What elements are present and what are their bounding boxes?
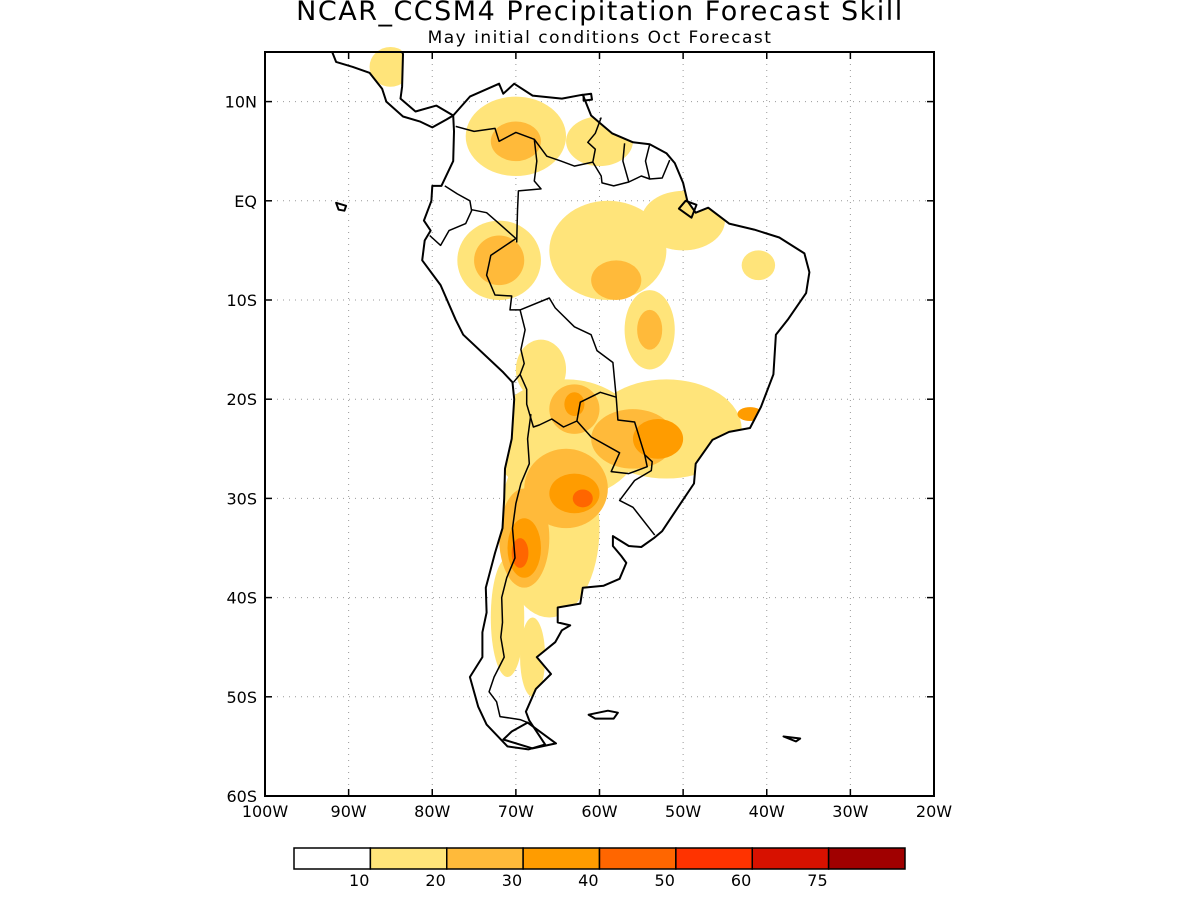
- galapagos-coast: [335, 201, 348, 212]
- lat-tick-label: 20S: [226, 390, 257, 409]
- central-america-coast: [331, 52, 455, 129]
- colorbar-swatch: [827, 847, 906, 870]
- map-title: NCAR_CCSM4 Precipitation Forecast Skill: [296, 0, 904, 27]
- colorbar-label: 40: [578, 871, 598, 890]
- skill-contour-level-2: [490, 121, 541, 162]
- skill-contour-level-3: [564, 392, 585, 417]
- colorbar-swatch: [598, 847, 677, 870]
- colorbar-label: 60: [731, 871, 751, 890]
- skill-contour-level-1: [369, 47, 412, 87]
- skill-contour-level-1: [520, 617, 546, 697]
- lat-tick-label: 60S: [226, 787, 257, 806]
- lat-tick-label: 30S: [226, 489, 257, 508]
- colorbar-swatch: [293, 847, 372, 870]
- skill-contour-level-3: [632, 419, 684, 459]
- country-border: [576, 397, 648, 475]
- falkland-islands-coast: [587, 709, 619, 720]
- lat-tick-label: 50S: [226, 688, 257, 707]
- lon-tick-label: 50W: [665, 802, 701, 821]
- lon-tick-label: 70W: [498, 802, 534, 821]
- lon-tick-label: 60W: [581, 802, 617, 821]
- map-subtitle: May initial conditions Oct Forecast: [427, 28, 773, 48]
- coastlines: [331, 52, 811, 751]
- south-georgia-coast: [782, 735, 802, 743]
- colorbar-label: 10: [349, 871, 369, 890]
- colorbar-label: 20: [425, 871, 445, 890]
- lon-tick-label: 30W: [832, 802, 868, 821]
- skill-contour-level-1: [741, 250, 776, 281]
- lon-tick-label: 80W: [414, 802, 450, 821]
- colorbar-swatch: [675, 847, 753, 870]
- lon-tick-label: 20W: [916, 802, 952, 821]
- skill-contour-level-4: [572, 489, 593, 508]
- country-border: [471, 208, 526, 383]
- lat-tick-label: 10N: [225, 93, 257, 112]
- country-border: [628, 144, 651, 183]
- lon-tick-label: 100W: [242, 802, 289, 821]
- lon-tick-label: 90W: [331, 802, 367, 821]
- colorbar: 10 20 30 40 50 60 75: [293, 847, 906, 890]
- marajo-coast: [677, 199, 698, 219]
- trinidad-coast: [582, 92, 593, 102]
- colorbar-swatch: [369, 847, 448, 870]
- colorbar-label: 50: [655, 871, 675, 890]
- tierra-del-fuego-coast: [502, 721, 557, 750]
- skill-contour-level-2: [637, 309, 663, 350]
- skill-contour-level-4: [511, 538, 529, 568]
- country-border: [488, 414, 532, 724]
- lat-tick-label: 10S: [226, 291, 257, 310]
- south-america-coast: [421, 82, 811, 751]
- country-border: [618, 454, 656, 536]
- colorbar-label: 30: [502, 871, 522, 890]
- country-borders: [429, 117, 671, 724]
- country-border: [519, 297, 617, 428]
- skill-contour-level-2: [474, 235, 525, 286]
- colorbar-swatch: [751, 847, 830, 870]
- colorbar-label: 75: [807, 871, 827, 890]
- colorbar-swatch: [522, 847, 601, 870]
- country-border: [429, 185, 473, 247]
- skill-contour-level-2: [591, 260, 642, 300]
- skill-shading: [369, 47, 776, 697]
- colorbar-swatch: [446, 847, 524, 870]
- lat-tick-label: 40S: [226, 589, 257, 608]
- country-border: [592, 143, 630, 187]
- skill-contour-level-1: [641, 190, 725, 251]
- lat-tick-label: EQ: [234, 192, 257, 211]
- country-border: [455, 125, 542, 243]
- lon-tick-label: 40W: [749, 802, 785, 821]
- skill-contour-level-3: [549, 473, 600, 514]
- country-border: [649, 159, 671, 180]
- skill-contour-level-1: [515, 339, 567, 400]
- skill-contour-level-1: [490, 557, 525, 677]
